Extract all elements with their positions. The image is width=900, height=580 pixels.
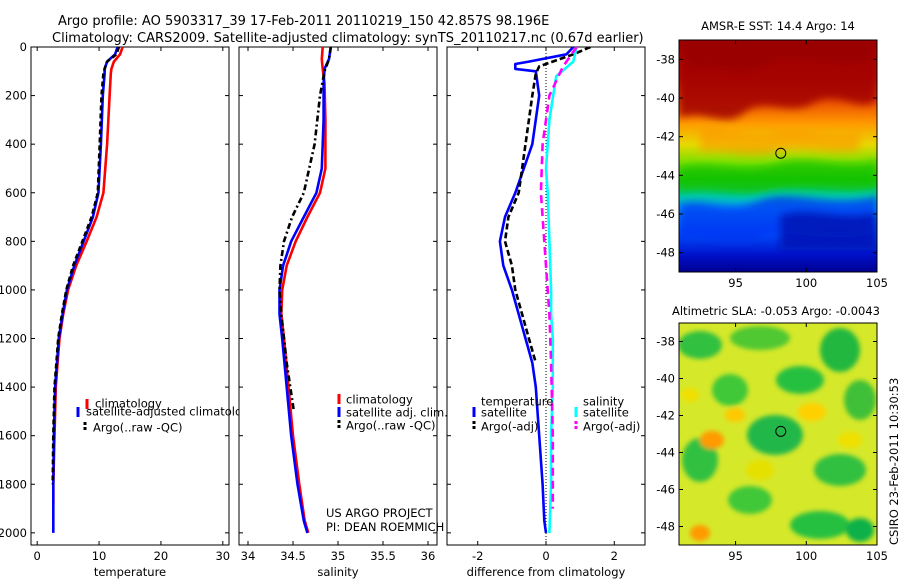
- credit-annotation: CSIRO 23-Feb-2011 10:30:53: [887, 378, 900, 545]
- header-title-line2: Climatology: CARS2009. Satellite-adjuste…: [52, 31, 644, 46]
- x-tick-label: 36: [421, 549, 436, 563]
- temperature-ticks: 0 10 20 30 0 200 400 600 800 1000 1200 1400 1600 1800…: [0, 40, 230, 563]
- sst-argo-marker: [775, 147, 787, 159]
- salinity-series: [278, 47, 333, 534]
- x-tick-label: 105: [866, 276, 888, 290]
- salinity-xlabel: salinity: [317, 565, 358, 579]
- temperature-series: [51, 47, 124, 533]
- series-line-argo-raw-qc-: [51, 47, 121, 485]
- y-tick-label: -44: [656, 168, 675, 182]
- y-tick-label: 1400: [0, 380, 27, 394]
- legend-label-satellite: satellite-adjusted climatology: [86, 405, 256, 419]
- project-annotation: US ARGO PROJECT: [326, 506, 434, 520]
- legend-title-salinity: salinity: [583, 395, 624, 409]
- legend-label-argo: Argo(..raw -QC): [346, 419, 436, 433]
- x-tick-label: 10: [92, 549, 107, 563]
- legend-label-climatology: climatology: [95, 397, 162, 411]
- legend-label-argo: Argo(..raw -QC): [93, 421, 183, 435]
- x-tick-label: 100: [795, 276, 817, 290]
- y-tick-label: -46: [656, 483, 675, 497]
- x-tick-label: 0: [542, 549, 549, 563]
- series-line-argo-raw-qc-: [278, 47, 333, 412]
- y-tick-label: 0: [20, 40, 27, 54]
- sla-axes: [678, 322, 878, 546]
- x-tick-label: 105: [866, 549, 888, 563]
- x-tick-label: 30: [215, 549, 230, 563]
- series-line-temperature-argo-adj-: [503, 47, 591, 364]
- sla-heatmap: [679, 323, 877, 545]
- sst-ticks: 95 100 105 -38 -40 -42 -44 -46 -48: [656, 40, 888, 290]
- difference-legend: temperature satellite Argo(-adj) salinit…: [472, 395, 640, 434]
- y-tick-label: -48: [656, 520, 675, 534]
- series-line-temperature-satellite: [498, 47, 575, 534]
- legend-label-satellite: satellite adj. clim.: [346, 406, 448, 420]
- temperature-axes: [30, 46, 230, 546]
- y-tick-label: -40: [656, 372, 675, 386]
- y-tick-label: 1600: [0, 429, 27, 443]
- salinity-ticks: 34 34.5 35 35.5 36: [239, 46, 437, 563]
- y-tick-label: -42: [656, 130, 675, 144]
- y-tick-label: 800: [5, 234, 27, 248]
- x-tick-label: 95: [728, 276, 743, 290]
- sla-ticks: 95 100 105 -38 -40 -42 -44 -46 -48: [656, 323, 888, 563]
- x-tick-label: 35: [331, 549, 346, 563]
- y-tick-label: -38: [656, 52, 675, 66]
- y-tick-label: -38: [656, 335, 675, 349]
- header-title-line1: Argo profile: AO 5903317_39 17-Feb-2011 …: [58, 14, 549, 29]
- temperature-xlabel: temperature: [94, 565, 166, 579]
- y-tick-label: 1000: [0, 283, 27, 297]
- y-tick-label: -48: [656, 246, 675, 260]
- series-line-satellite-adj-clim-: [278, 47, 333, 534]
- difference-series: [498, 47, 591, 534]
- legend-label-sal-argo: Argo(-adj): [583, 420, 640, 434]
- sst-axes: [678, 39, 878, 273]
- x-tick-label: 0: [34, 549, 41, 563]
- x-tick-label: 34: [241, 549, 256, 563]
- y-tick-label: 1800: [0, 477, 27, 491]
- y-tick-label: 400: [5, 137, 27, 151]
- x-tick-label: 100: [795, 549, 817, 563]
- x-tick-label: -2: [472, 549, 483, 563]
- salinity-legend: climatology satellite adj. clim. Argo(..…: [337, 393, 448, 433]
- x-tick-label: 20: [154, 549, 169, 563]
- sst-title: AMSR-E SST: 14.4 Argo: 14: [701, 19, 855, 33]
- x-tick-label: 2: [611, 549, 618, 563]
- y-tick-label: 1200: [0, 332, 27, 346]
- legend-label-climatology: climatology: [346, 393, 413, 407]
- pi-annotation: PI: DEAN ROEMMICH: [326, 520, 444, 534]
- legend-label-sal-satellite: satellite: [583, 406, 629, 420]
- salinity-axes: [238, 46, 438, 546]
- sla-argo-marker: [775, 425, 787, 437]
- sla-title: Altimetric SLA: -0.053 Argo: -0.0043: [672, 304, 880, 318]
- x-tick-label: 95: [728, 549, 743, 563]
- x-tick-label: 35.5: [370, 549, 396, 563]
- temperature-legend: climatology satellite-adjusted climatolo…: [76, 397, 256, 435]
- legend-label-temp-satellite: satellite: [481, 406, 527, 420]
- series-line-salinity-argo-adj-: [539, 47, 578, 509]
- y-tick-label: -40: [656, 91, 675, 105]
- legend-label-temp-argo: Argo(-adj): [481, 420, 538, 434]
- y-tick-label: 600: [5, 186, 27, 200]
- sst-heatmap: [679, 40, 877, 272]
- y-tick-label: -44: [656, 446, 675, 460]
- y-tick-label: 2000: [0, 526, 27, 540]
- y-tick-label: -42: [656, 409, 675, 423]
- difference-ticks: -2 0 2: [447, 46, 645, 563]
- y-tick-label: 200: [5, 89, 27, 103]
- x-tick-label: 34.5: [280, 549, 306, 563]
- difference-xlabel: difference from climatology: [467, 565, 626, 579]
- legend-title-temperature: temperature: [481, 395, 553, 409]
- y-tick-label: -46: [656, 207, 675, 221]
